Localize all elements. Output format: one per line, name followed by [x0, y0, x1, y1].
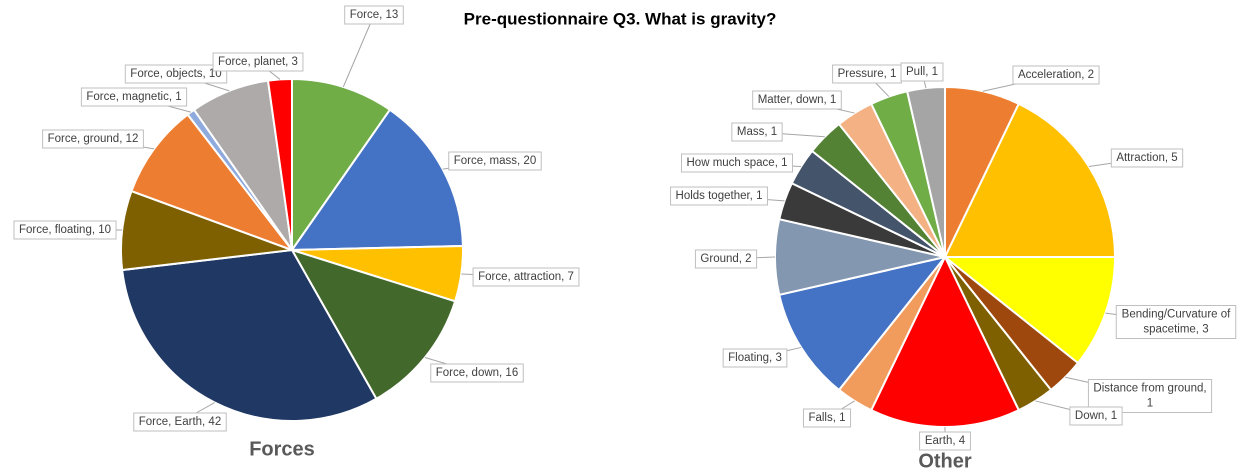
- data-label: How much space, 1: [687, 157, 788, 169]
- data-label-box: [681, 153, 793, 173]
- data-label: Force, down, 16: [436, 367, 518, 379]
- leader-line: [461, 273, 474, 276]
- leader-line: [342, 23, 371, 88]
- page-title: Pre-questionnaire Q3. What is gravity?: [464, 9, 777, 28]
- data-label-line: 1: [1147, 398, 1153, 410]
- leader-line: [204, 82, 230, 92]
- data-label: Earth, 4: [925, 435, 966, 447]
- leader-line: [143, 146, 155, 150]
- pie-slice: [778, 255, 948, 392]
- data-label: Pull, 1: [906, 66, 938, 78]
- leader-line: [767, 199, 785, 202]
- data-label: Force, ground, 12: [48, 133, 139, 145]
- data-label-box: [212, 52, 304, 72]
- leader-line: [923, 80, 927, 89]
- data-label-box: [670, 186, 768, 206]
- data-label-box: [448, 151, 542, 171]
- data-label: Force, magnetic, 1: [86, 91, 181, 103]
- data-label: Bending/Curvature of spacetime, 3: [1122, 309, 1231, 336]
- leader-line: [442, 167, 449, 170]
- pie-slice: [942, 256, 1117, 365]
- data-label: Mass, 1: [737, 126, 777, 138]
- data-label: Distance from ground, 1: [1093, 383, 1206, 410]
- data-label-box: [1110, 148, 1184, 168]
- data-label: Holds together, 1: [676, 190, 763, 202]
- chart-title: Other: [918, 450, 972, 472]
- leader-line: [424, 357, 447, 365]
- data-label: Ground, 2: [700, 253, 751, 265]
- data-label-box: [430, 363, 524, 383]
- pie-slice: [130, 113, 295, 253]
- data-label-box: [1069, 406, 1123, 426]
- data-label-box: [472, 267, 580, 287]
- pie-slice: [266, 77, 293, 251]
- leader-line: [1035, 400, 1071, 410]
- leader-line: [1105, 312, 1117, 315]
- pie-slice: [121, 248, 378, 422]
- data-label-line: Bending/Curvature of: [1122, 309, 1231, 321]
- data-label-box: [344, 5, 404, 25]
- leader-line: [1088, 162, 1112, 168]
- data-label-box: [900, 62, 944, 82]
- data-label: Force, 13: [350, 9, 399, 21]
- leader-line: [836, 108, 855, 114]
- leader-line: [875, 82, 890, 97]
- data-label-box: [42, 129, 144, 149]
- data-label-box: [1012, 65, 1100, 85]
- leader-line: [167, 105, 191, 113]
- leader-line: [786, 346, 802, 352]
- data-label-box: [124, 64, 228, 84]
- leader-line: [841, 400, 855, 410]
- chart-title: Forces: [249, 438, 315, 460]
- data-label-box: [722, 348, 788, 368]
- leader-line: [1065, 376, 1089, 383]
- data-label-box: [694, 249, 758, 269]
- data-label-box: [802, 408, 852, 428]
- leader-line: [756, 256, 776, 259]
- data-label: Force, mass, 20: [454, 155, 536, 167]
- leader-line: [982, 83, 1016, 92]
- data-label: Attraction, 5: [1116, 152, 1177, 164]
- data-label-line: Distance from ground,: [1093, 383, 1206, 395]
- data-label-box: [752, 90, 842, 110]
- data-label: Matter, down, 1: [758, 94, 837, 106]
- data-label-box: [80, 87, 188, 107]
- pie-slice: [289, 248, 457, 401]
- data-label: Falls, 1: [808, 412, 845, 424]
- data-label-box: [731, 122, 783, 142]
- data-label: Floating, 3: [728, 352, 782, 364]
- data-label-box: [1115, 305, 1237, 339]
- data-label: Pressure, 1: [838, 68, 897, 80]
- data-label-box: [133, 412, 227, 432]
- data-label-line: spacetime, 3: [1143, 324, 1208, 336]
- pie-slice: [869, 254, 1021, 428]
- pie-slice: [290, 108, 464, 252]
- data-label: Force, Earth, 42: [139, 416, 221, 428]
- leader-line: [195, 402, 215, 414]
- data-label: Force, planet, 3: [218, 56, 298, 68]
- data-label: Force, attraction, 7: [478, 271, 574, 283]
- data-label: Force, objects, 10: [130, 68, 221, 80]
- data-label: Down, 1: [1075, 410, 1117, 422]
- data-label: Force, floating, 10: [19, 224, 111, 236]
- data-label-box: [13, 220, 117, 240]
- data-label: Acceleration, 2: [1018, 69, 1094, 81]
- data-label-box: [919, 431, 971, 451]
- leader-line: [269, 70, 281, 80]
- leader-line: [782, 133, 825, 138]
